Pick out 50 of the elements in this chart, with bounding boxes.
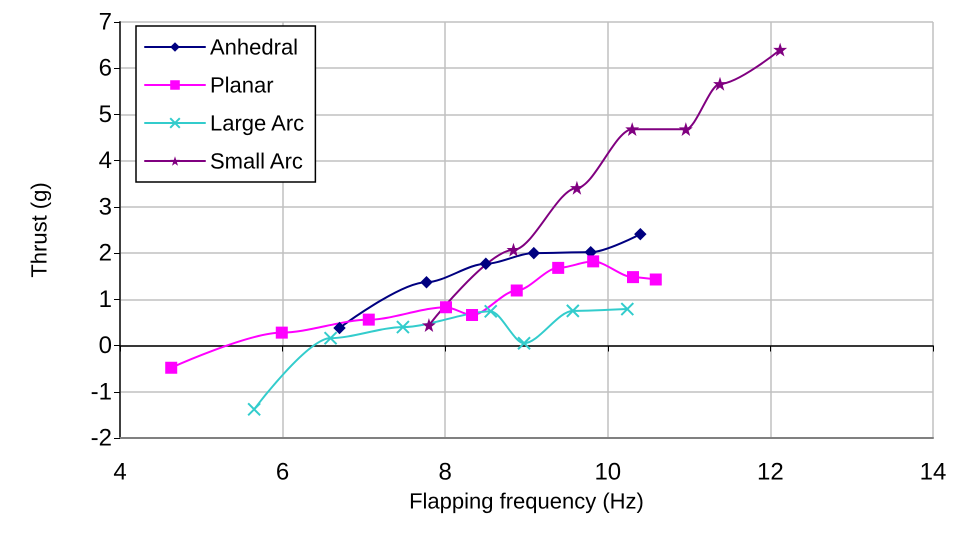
point: [650, 273, 662, 286]
point: [517, 336, 532, 350]
y-tick-label: 4: [98, 147, 112, 174]
point: [626, 123, 638, 136]
point: [165, 362, 178, 374]
point: [552, 262, 564, 274]
legend-label: Small Arc: [210, 148, 303, 174]
x-tick-label: 12: [757, 458, 784, 486]
y-tick-label: 6: [98, 54, 112, 82]
point: [570, 182, 583, 194]
point: [440, 301, 452, 314]
y-tick-label: 1: [98, 286, 112, 313]
x-tick-label: 14: [920, 458, 946, 486]
point: [507, 244, 520, 256]
point: [714, 78, 726, 90]
point: [466, 309, 478, 322]
y-tick-label: 2: [98, 240, 112, 267]
point: [334, 322, 346, 334]
x-axis-title: Flapping frequency (Hz): [409, 488, 644, 514]
y-tick-label: 0: [98, 332, 112, 360]
point: [620, 302, 634, 316]
point: [324, 331, 338, 346]
point: [587, 255, 600, 268]
legend-label: Planar: [210, 72, 274, 98]
point: [634, 228, 646, 240]
point: [627, 271, 640, 284]
y-axis-title: Thrust (g): [26, 182, 52, 278]
y-tick-label: 5: [98, 100, 112, 128]
y-tick-label: -1: [90, 378, 112, 406]
y-tick-label: 3: [98, 193, 112, 220]
point: [510, 284, 523, 297]
point: [484, 304, 498, 318]
legend-label: Large Arc: [210, 110, 304, 136]
legend-label: Anhedral: [210, 34, 298, 60]
point: [247, 402, 262, 416]
y-tick-label: -2: [90, 424, 112, 452]
point: [680, 123, 692, 136]
point: [480, 258, 492, 270]
x-tick-label: 8: [438, 458, 452, 486]
point: [422, 319, 435, 332]
point: [774, 44, 786, 56]
point: [396, 320, 410, 334]
x-tick-label: 10: [594, 458, 622, 486]
point: [528, 247, 540, 260]
y-tick-label: 7: [98, 8, 112, 36]
x-tick-label: 6: [276, 458, 290, 486]
point: [566, 304, 580, 318]
point: [362, 314, 375, 326]
point: [276, 326, 288, 339]
point: [420, 276, 432, 288]
